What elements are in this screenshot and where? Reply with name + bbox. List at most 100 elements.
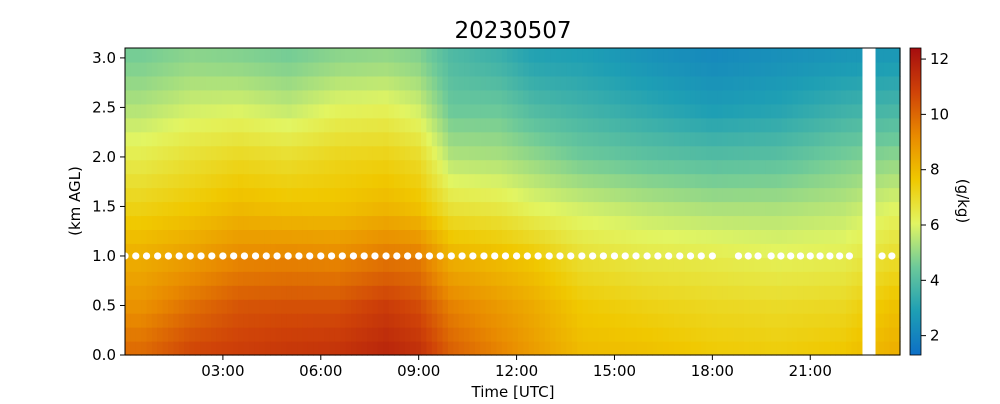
heatmap-cell xyxy=(560,285,567,300)
heatmap-cell xyxy=(717,229,723,244)
heatmap-cell xyxy=(733,215,740,230)
heatmap-cell xyxy=(162,229,169,244)
heatmap-cell xyxy=(657,48,664,63)
heatmap-cell xyxy=(550,257,557,272)
heatmap-cell xyxy=(318,285,325,300)
heatmap-cell xyxy=(727,299,734,314)
colorbar-label: (g/kg) xyxy=(954,179,972,224)
heatmap-cell xyxy=(894,145,901,161)
heatmap-cell xyxy=(178,187,185,203)
heatmap-cell xyxy=(361,187,368,203)
heatmap-cell xyxy=(803,327,810,342)
heatmap-cell xyxy=(647,257,654,272)
heatmap-cell xyxy=(351,48,358,63)
heatmap-cell xyxy=(501,327,508,342)
heatmap-cell xyxy=(813,159,820,175)
heatmap-cell xyxy=(760,201,767,217)
heatmap-cell xyxy=(227,61,234,77)
heatmap-cell xyxy=(647,327,654,342)
marker-point xyxy=(826,252,834,260)
heatmap-cell xyxy=(377,229,384,244)
heatmap-cell xyxy=(426,145,433,161)
heatmap-cell xyxy=(560,327,567,342)
heatmap-cell xyxy=(776,187,783,203)
heatmap-cell xyxy=(593,89,600,105)
heatmap-cell xyxy=(135,201,142,217)
heatmap-cell xyxy=(743,103,750,119)
heatmap-cell xyxy=(830,145,837,161)
heatmap-cell xyxy=(162,257,169,272)
heatmap-cell xyxy=(243,327,250,342)
heatmap-cell xyxy=(776,243,783,258)
heatmap-cell xyxy=(351,75,358,91)
heatmap-cell xyxy=(447,89,454,105)
heatmap-cell xyxy=(840,89,847,105)
heatmap-cell xyxy=(168,271,175,286)
heatmap-cell xyxy=(307,75,314,91)
heatmap-cell xyxy=(846,187,853,203)
heatmap-cell xyxy=(356,103,363,119)
heatmap-cell xyxy=(243,285,250,300)
heatmap-cell xyxy=(776,173,783,189)
heatmap-cell xyxy=(609,75,616,91)
heatmap-cell xyxy=(189,215,196,230)
heatmap-cell xyxy=(221,89,228,105)
heatmap-cell xyxy=(614,215,621,230)
heatmap-cell xyxy=(512,131,519,147)
heatmap-cell xyxy=(211,313,218,328)
heatmap-cell xyxy=(534,257,541,272)
heatmap-cell xyxy=(760,229,767,244)
y-tick-label: 3.0 xyxy=(92,49,116,67)
heatmap-cell xyxy=(490,327,497,342)
heatmap-cell xyxy=(582,48,589,63)
heatmap-cell xyxy=(324,327,331,342)
heatmap-cell xyxy=(846,75,853,91)
heatmap-cell xyxy=(480,61,487,77)
heatmap-cell xyxy=(647,271,654,286)
heatmap-cell xyxy=(157,187,164,203)
heatmap-cell xyxy=(173,131,180,147)
heatmap-cell xyxy=(410,89,417,105)
heatmap-cell xyxy=(846,229,853,244)
plot-frame xyxy=(124,47,901,356)
heatmap-cell xyxy=(652,201,659,217)
heatmap-cell xyxy=(711,341,718,356)
heatmap-cell xyxy=(281,341,288,356)
heatmap-cell xyxy=(566,48,573,63)
heatmap-cell xyxy=(786,229,793,244)
heatmap-cell xyxy=(684,173,691,189)
heatmap-cell xyxy=(668,187,675,203)
heatmap-cell xyxy=(523,299,530,314)
heatmap-cell xyxy=(318,313,325,328)
heatmap-cell xyxy=(351,117,358,133)
heatmap-cell xyxy=(458,187,465,203)
heatmap-cell xyxy=(275,48,282,63)
heatmap-cell xyxy=(507,215,514,230)
heatmap-cell xyxy=(168,341,175,356)
heatmap-cell xyxy=(227,271,234,286)
heatmap-cell xyxy=(636,75,643,91)
heatmap-cell xyxy=(830,103,837,119)
heatmap-cell xyxy=(151,117,158,133)
heatmap-cell xyxy=(318,201,325,217)
heatmap-cell xyxy=(307,243,314,258)
heatmap-cell xyxy=(835,117,842,133)
heatmap-cell xyxy=(485,271,492,286)
heatmap-cell xyxy=(216,187,223,203)
heatmap-cell xyxy=(878,229,885,244)
heatmap-cell xyxy=(474,327,481,342)
heatmap-cell xyxy=(808,299,815,314)
heatmap-cell xyxy=(490,313,497,328)
heatmap-cell xyxy=(130,271,137,286)
heatmap-cell xyxy=(286,89,293,105)
heatmap-cell xyxy=(738,299,745,314)
heatmap-cell xyxy=(351,61,358,77)
heatmap-cell xyxy=(760,145,767,161)
heatmap-cell xyxy=(345,89,352,105)
heatmap-cell xyxy=(135,215,142,230)
heatmap-cell xyxy=(146,313,153,328)
marker-point xyxy=(480,252,488,260)
heatmap-cell xyxy=(189,48,196,63)
heatmap-cell xyxy=(404,61,411,77)
heatmap-cell xyxy=(598,145,605,161)
